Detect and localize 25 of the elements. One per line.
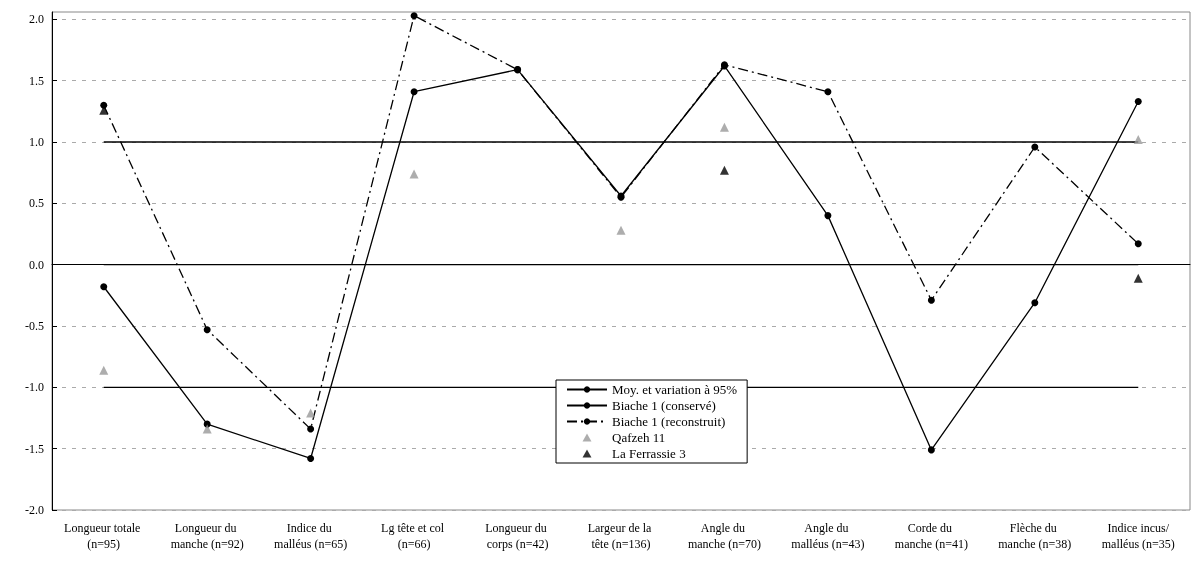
x-tick-label: Corde du manche (n=41)	[894, 521, 968, 551]
x-tick-label: Largeur de la tête (n=136)	[587, 521, 655, 551]
y-tick-label: 1.5	[29, 73, 44, 88]
y-tick-label: -0.5	[25, 319, 44, 334]
y-tick-label: 1.0	[29, 135, 44, 150]
y-tick-label: -1.5	[25, 441, 44, 456]
y-tick-label: -2.0	[25, 503, 44, 517]
legend-label: Qafzeh 11	[612, 430, 666, 445]
y-tick-label: 2.0	[29, 12, 44, 27]
legend-label: Biache 1 (reconstruit)	[612, 414, 726, 429]
legend-label: Biache 1 (conservé)	[612, 398, 716, 413]
x-tick-label: Angle du malléus (n=43)	[791, 521, 865, 551]
x-tick-label: Lg tête et col (n=66)	[381, 521, 448, 551]
x-tick-label: Longueur du corps (n=42)	[485, 521, 550, 551]
y-tick-label: -1.0	[25, 380, 44, 395]
y-tick-label: 0.5	[29, 196, 44, 211]
legend-label: La Ferrassie 3	[612, 446, 686, 461]
x-tick-label: Flèche du manche (n=38)	[998, 521, 1072, 551]
x-tick-label: Longueur totale (n=95)	[64, 521, 144, 551]
legend-label: Moy. et variation à 95%	[612, 382, 738, 397]
x-tick-label: Longueur du manche (n=92)	[170, 521, 244, 551]
y-tick-label: 0.0	[29, 257, 44, 272]
x-tick-label: Indice du malléus (n=65)	[274, 521, 348, 551]
x-tick-label: Indice incus/malléus (n=35)	[1101, 521, 1175, 551]
x-tick-label: Angle du manche (n=70)	[687, 521, 761, 551]
